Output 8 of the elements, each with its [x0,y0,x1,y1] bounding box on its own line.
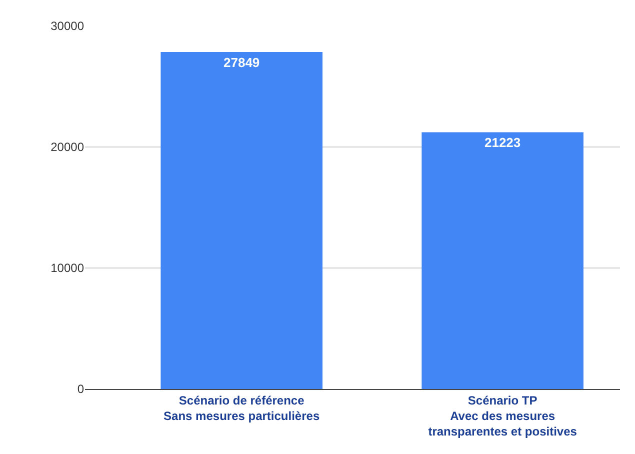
x-tick-label: Scénario de référence Sans mesures particulières [164,393,320,423]
data-label: 21223 [484,135,521,150]
y-tick-label: 30000 [50,19,84,34]
x-tick-label: Scénario TP Avec des mesures transparentes et positives [428,393,578,439]
y-tick-label: 0 [77,382,84,396]
y-tick-label: 10000 [50,261,84,276]
y-tick-label: 20000 [50,140,84,154]
data-label: 27849 [224,55,260,70]
